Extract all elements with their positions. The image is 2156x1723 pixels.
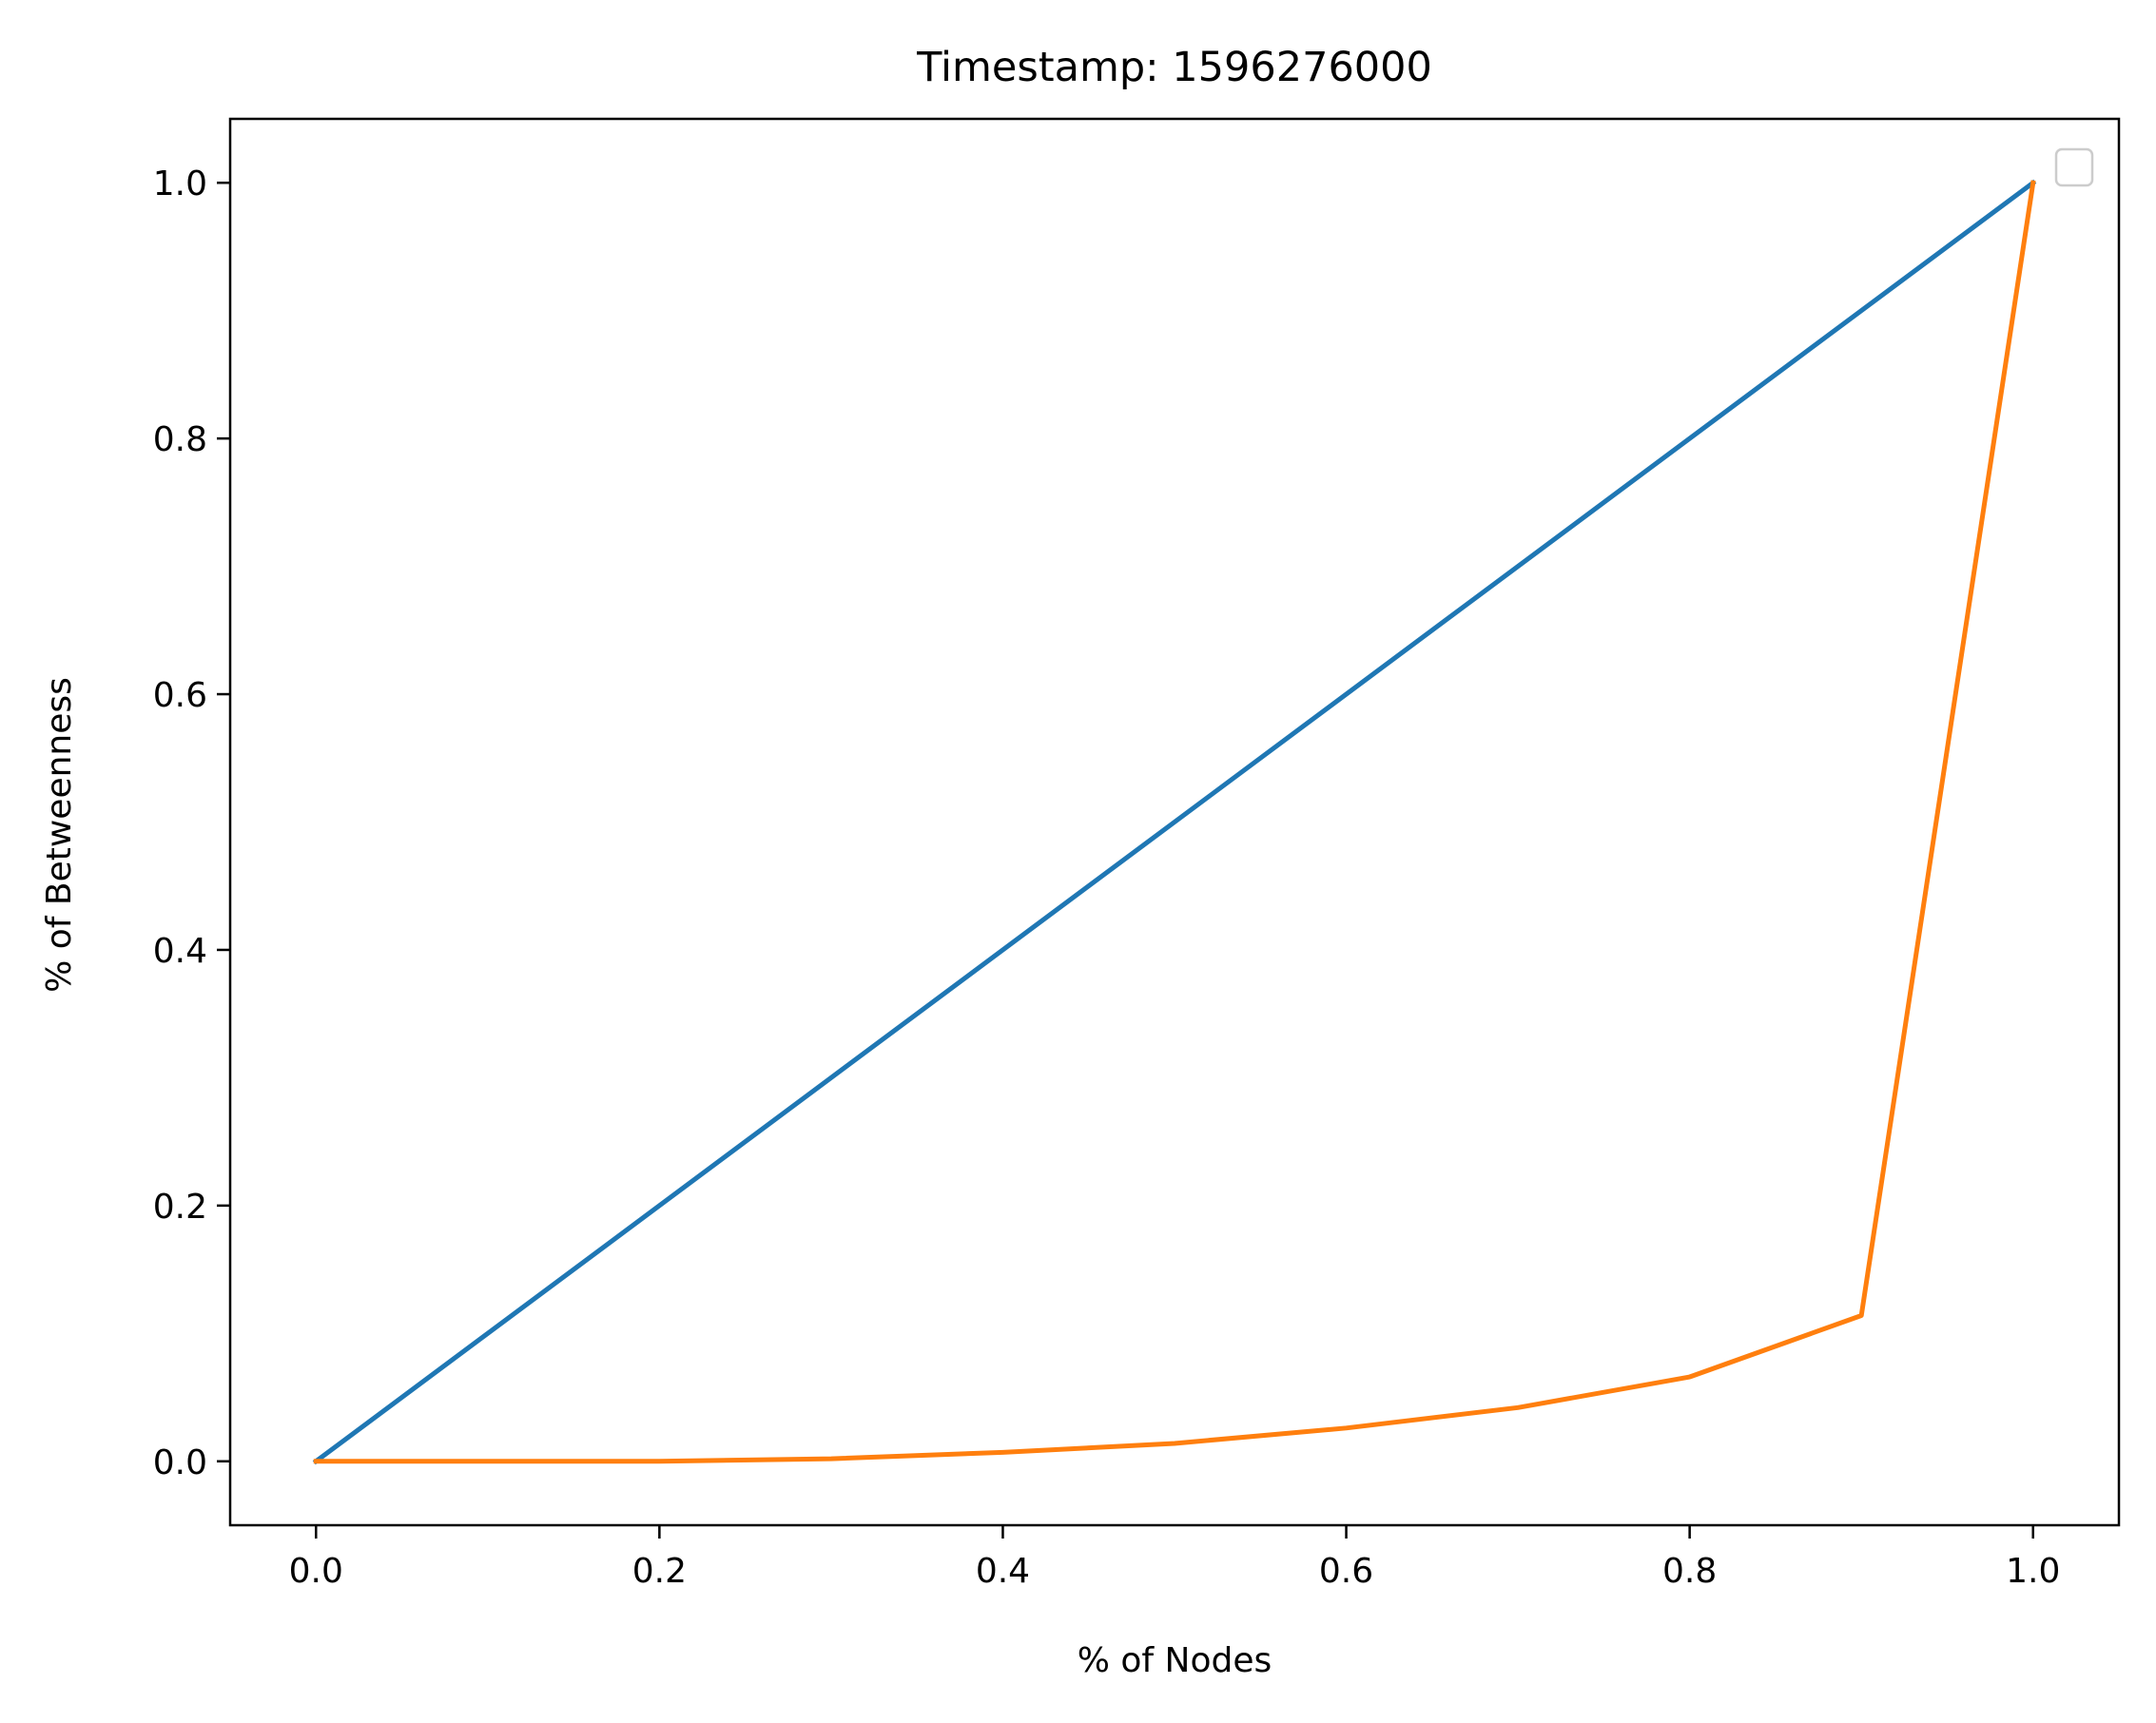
x-tick-label: 0.8 (1662, 1552, 1717, 1591)
legend (2054, 147, 2094, 187)
y-axis: 0.0 0.2 0.4 0.6 0.8 1.0 (153, 165, 230, 1482)
x-axis: 0.0 0.2 0.4 0.6 0.8 1.0 (289, 1525, 2060, 1591)
x-tick-label: 1.0 (2006, 1552, 2060, 1591)
series-line-0 (312, 179, 2037, 1465)
y-axis-label: % of Betweenness (40, 677, 79, 993)
x-tick-label: 0.6 (1319, 1552, 1373, 1591)
x-axis-label: % of Nodes (1078, 1641, 1272, 1680)
y-tick-label: 0.4 (153, 932, 207, 971)
x-tick-label: 0.0 (289, 1552, 343, 1591)
x-tick-label: 0.4 (976, 1552, 1030, 1591)
plot-area (312, 179, 2037, 1465)
y-tick-label: 0.0 (153, 1443, 207, 1482)
plot-frame (228, 117, 2121, 1527)
series-line-1 (313, 180, 2036, 1464)
y-tick-label: 0.8 (153, 420, 207, 459)
y-tick-label: 1.0 (153, 165, 207, 203)
y-tick-label: 0.6 (153, 676, 207, 715)
chart-title: Timestamp: 1596276000 (916, 44, 1432, 91)
y-tick-label: 0.2 (153, 1188, 207, 1227)
x-tick-label: 0.2 (632, 1552, 687, 1591)
legend-box (2054, 147, 2094, 187)
